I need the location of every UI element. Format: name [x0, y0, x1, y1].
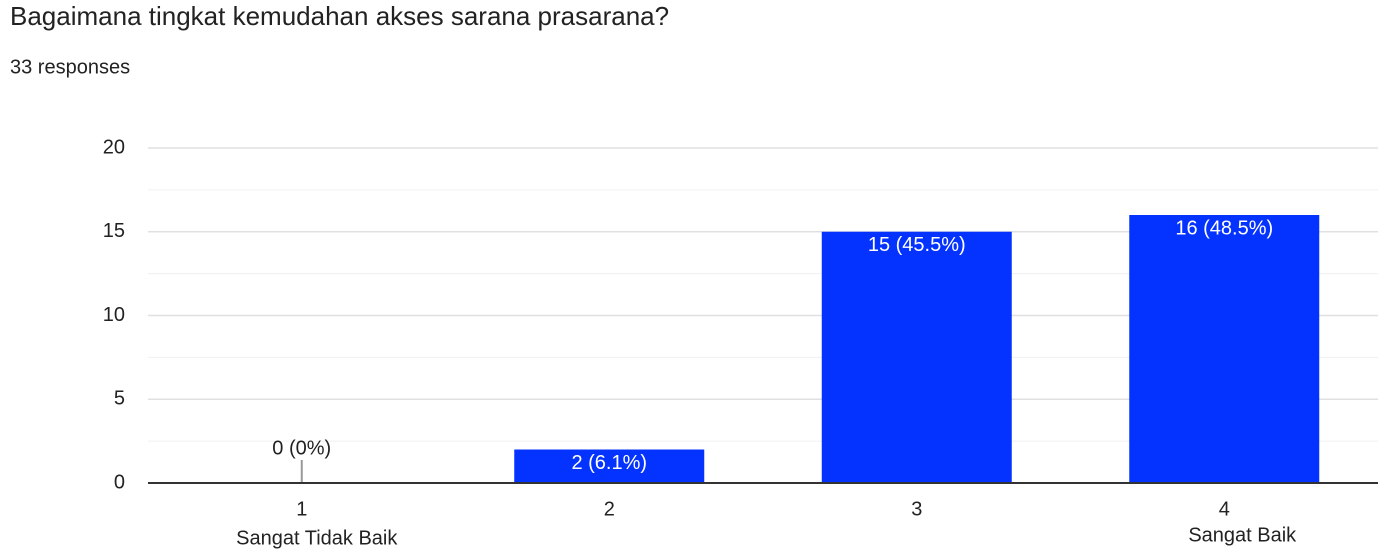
- y-tick-label: 10: [103, 304, 125, 326]
- x-start-label: Sangat Tidak Baik: [236, 527, 398, 549]
- x-tick-label: 1: [296, 498, 307, 520]
- bar: [514, 449, 705, 483]
- chart-title: Bagaimana tingkat kemudahan akses sarana…: [10, 1, 669, 31]
- data-label: 16 (48.5%): [1175, 217, 1273, 239]
- y-tick-label: 0: [114, 471, 125, 493]
- y-tick-label: 15: [103, 220, 125, 242]
- chart-subtitle: 33 responses: [10, 56, 130, 78]
- x-tick-label: 4: [1219, 498, 1230, 520]
- y-tick-label: 5: [114, 388, 125, 410]
- bar: [821, 231, 1012, 483]
- data-label: 2 (6.1%): [571, 452, 647, 474]
- x-end-label: Sangat Baik: [1188, 524, 1297, 546]
- data-label: 15 (45.5%): [868, 234, 966, 256]
- bar: [1129, 215, 1320, 483]
- y-tick-label: 20: [103, 136, 125, 158]
- x-tick-label: 3: [911, 498, 922, 520]
- data-label: 0 (0%): [272, 437, 331, 459]
- x-tick-label: 2: [604, 498, 615, 520]
